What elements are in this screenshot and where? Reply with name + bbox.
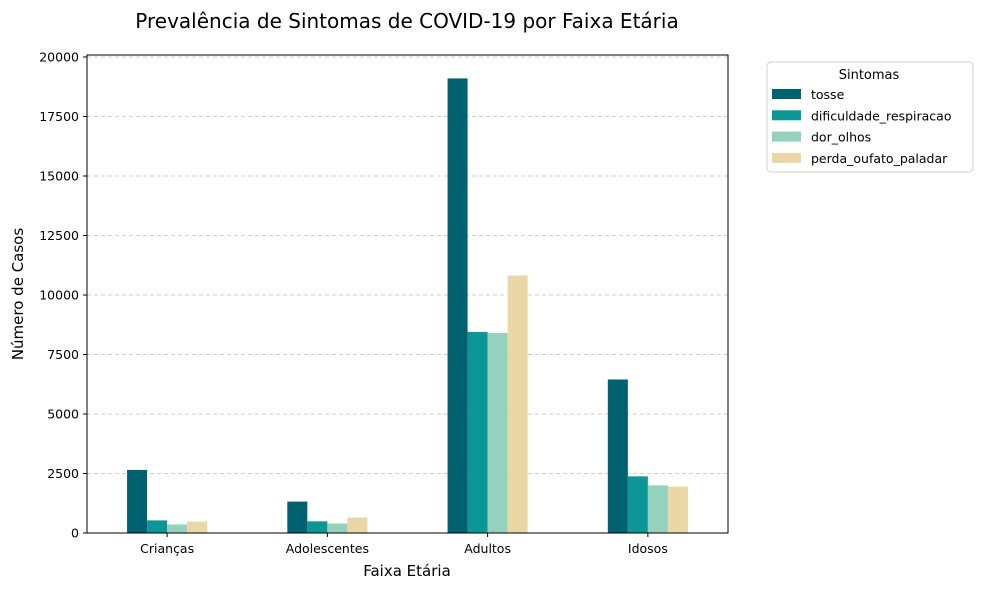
legend-swatch bbox=[772, 110, 801, 121]
y-tick-label: 17500 bbox=[39, 109, 79, 124]
bar-dor_olhos-2 bbox=[487, 333, 508, 533]
bar-tosse-0 bbox=[127, 469, 148, 533]
x-axis-label: Faixa Etária bbox=[363, 562, 451, 580]
bar-perda_oufato_paladar-1 bbox=[347, 517, 368, 533]
legend-label: dor_olhos bbox=[811, 130, 871, 145]
y-tick-label: 12500 bbox=[39, 228, 79, 243]
bar-tosse-1 bbox=[287, 501, 308, 533]
y-tick-label: 2500 bbox=[47, 466, 79, 481]
bar-perda_oufato_paladar-2 bbox=[507, 275, 528, 533]
bar-perda_oufato_paladar-0 bbox=[187, 521, 208, 533]
x-tick-label: Adolescentes bbox=[286, 541, 369, 556]
y-tick-label: 10000 bbox=[39, 288, 79, 303]
legend-swatch bbox=[772, 152, 801, 163]
y-axis: 0 2500 5000 7500 10000 12500 15000 17500 20000 bbox=[39, 50, 87, 541]
bar-perda_oufato_paladar-3 bbox=[667, 486, 688, 533]
legend-items: tosse dificuldade_respiracao dor_olhosperd… bbox=[772, 87, 951, 166]
y-tick-label: 15000 bbox=[39, 169, 79, 184]
y-tick-label: 0 bbox=[71, 526, 79, 541]
bar-tosse-3 bbox=[607, 379, 628, 533]
legend-label: tosse bbox=[811, 87, 845, 102]
chart-title: Prevalência de Sintomas de COVID-19 por … bbox=[135, 9, 678, 33]
bar-dor_olhos-0 bbox=[167, 524, 188, 533]
x-tick-label: Idosos bbox=[628, 541, 668, 556]
legend-title: Sintomas bbox=[839, 68, 900, 83]
bar-dificuldade_respiracao-0 bbox=[147, 520, 168, 533]
bar-dificuldade_respiracao-3 bbox=[627, 476, 648, 533]
bar-tosse-2 bbox=[447, 78, 468, 534]
bar-dor_olhos-3 bbox=[647, 485, 668, 533]
legend-swatch bbox=[772, 131, 801, 142]
bar-dificuldade_respiracao-1 bbox=[307, 521, 328, 533]
gridlines bbox=[87, 56, 728, 474]
y-tick-label: 5000 bbox=[47, 407, 79, 422]
bar-dificuldade_respiracao-2 bbox=[467, 331, 488, 533]
legend-swatch bbox=[772, 89, 801, 99]
y-tick-label: 7500 bbox=[47, 347, 79, 362]
x-axis: Crianças Adolescentes Adultos Idosos bbox=[140, 533, 668, 556]
legend-label: dificuldade_respiracao bbox=[811, 108, 951, 123]
y-tick-label: 20000 bbox=[39, 50, 79, 65]
x-tick-label: Crianças bbox=[140, 541, 194, 556]
x-tick-label: Adultos bbox=[464, 541, 511, 556]
legend: Sintomas tosse dificuldade_respiracao dor_… bbox=[766, 61, 974, 173]
y-axis-label: Número de Casos bbox=[9, 228, 27, 361]
legend-label: perda_oufato_paladar bbox=[811, 151, 948, 166]
legend-frame bbox=[766, 61, 974, 173]
bars bbox=[127, 78, 688, 534]
plot-frame bbox=[86, 54, 729, 534]
bar-dor_olhos-1 bbox=[327, 523, 348, 533]
